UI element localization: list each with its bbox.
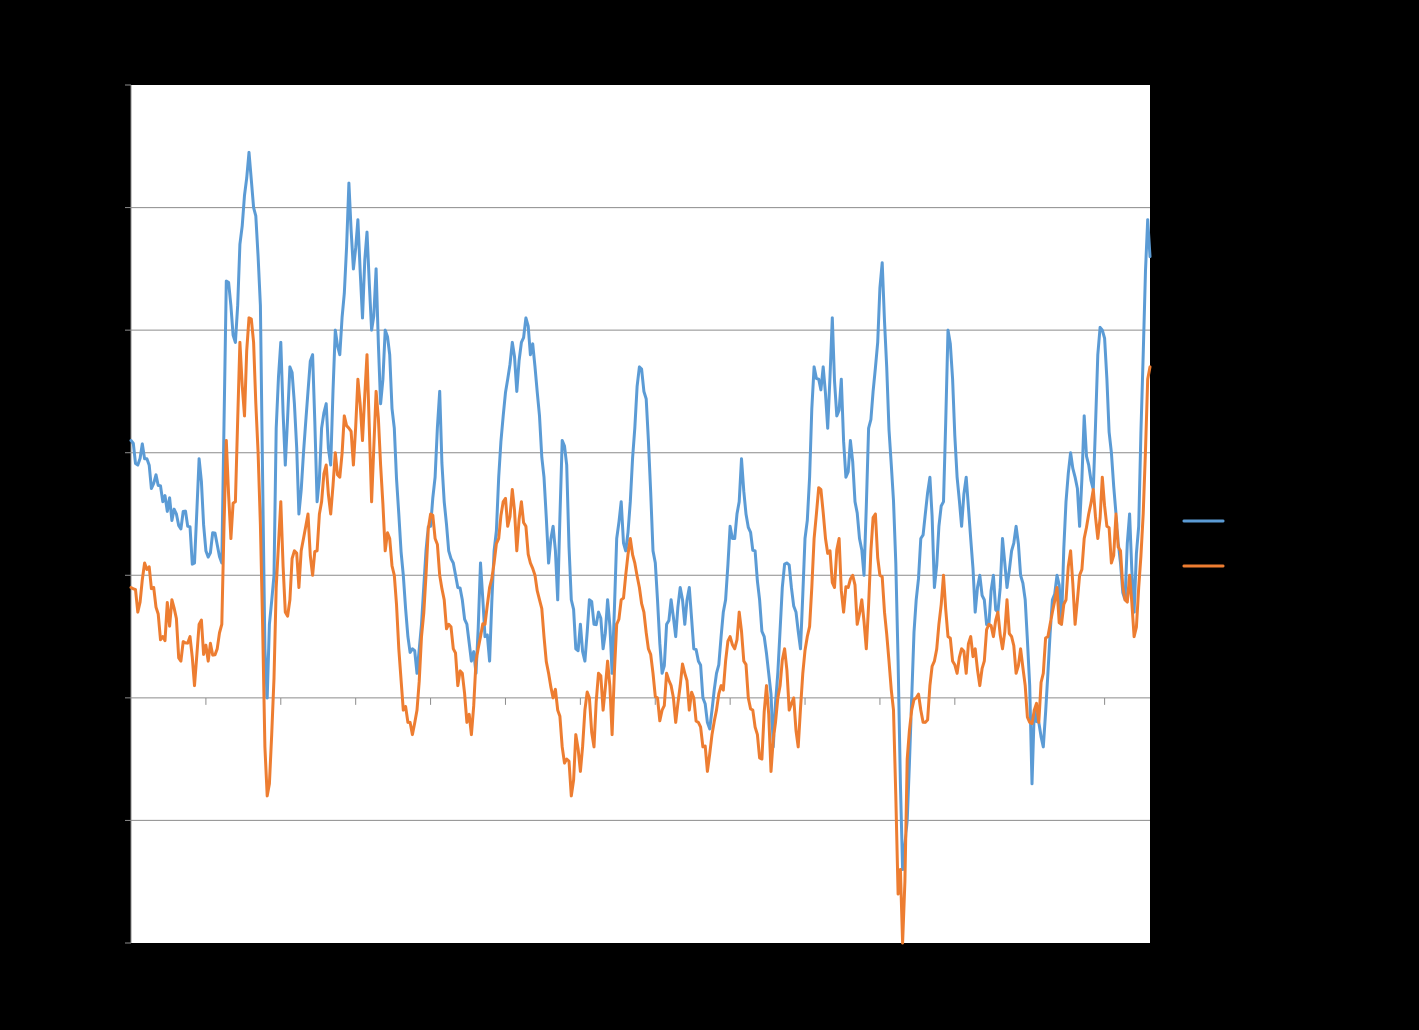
series-group xyxy=(129,150,1152,945)
axis-ticks xyxy=(125,84,1106,944)
plot-area-background xyxy=(131,85,1150,943)
legend xyxy=(1182,519,1225,568)
series-line-2 xyxy=(129,316,1152,945)
series-line-1 xyxy=(129,150,1152,871)
